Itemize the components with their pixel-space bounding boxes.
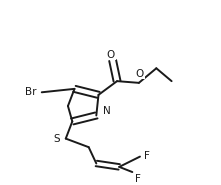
Text: F: F [135,174,140,184]
Text: Br: Br [25,87,36,97]
Text: O: O [107,50,115,60]
Text: N: N [103,106,111,116]
Text: F: F [144,151,150,161]
Text: S: S [54,134,60,144]
Text: O: O [136,69,144,79]
